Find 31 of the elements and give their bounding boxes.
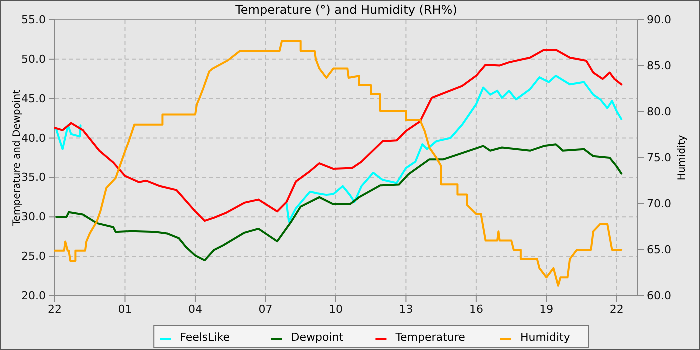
x-tick-label: 22 xyxy=(610,302,624,316)
y2-tick-label: 60.0 xyxy=(647,290,672,303)
y-tick-label: 50.0 xyxy=(22,52,46,66)
legend-label: Humidity xyxy=(520,331,571,344)
x-tick-label: 13 xyxy=(399,302,414,316)
legend-label: Dewpoint xyxy=(291,331,344,344)
y-tick-label: 25.0 xyxy=(22,250,46,264)
y-tick-label: 30.0 xyxy=(22,210,46,224)
y-tick-label: 20.0 xyxy=(22,290,46,303)
y-tick-label: 35.0 xyxy=(22,171,46,184)
y2-axis-title: Humidity xyxy=(677,135,688,181)
y-tick-label: 40.0 xyxy=(22,132,46,145)
legend-label: Temperature xyxy=(394,331,466,344)
x-tick-label: 19 xyxy=(540,302,554,316)
x-tick-label: 07 xyxy=(258,302,273,316)
x-tick-label: 01 xyxy=(118,302,132,316)
y2-tick-label: 90.0 xyxy=(647,14,672,27)
x-tick-label: 10 xyxy=(328,302,343,316)
x-tick-label: 22 xyxy=(48,302,62,316)
y2-tick-label: 85.0 xyxy=(647,60,672,73)
y-tick-label: 45.0 xyxy=(22,92,46,106)
y2-tick-label: 65.0 xyxy=(647,244,672,257)
y2-tick-label: 75.0 xyxy=(647,152,672,165)
y-axis-title: Temperature and Dewpoint xyxy=(12,90,23,228)
y2-tick-label: 70.0 xyxy=(647,198,672,211)
x-tick-label: 16 xyxy=(469,302,484,316)
chart-title: Temperature (°) and Humidity (RH%) xyxy=(234,3,458,17)
y2-tick-label: 80.0 xyxy=(647,106,672,119)
x-tick-label: 04 xyxy=(188,302,202,316)
legend-label: FeelsLike xyxy=(180,331,230,344)
y-tick-label: 55.0 xyxy=(22,14,46,27)
